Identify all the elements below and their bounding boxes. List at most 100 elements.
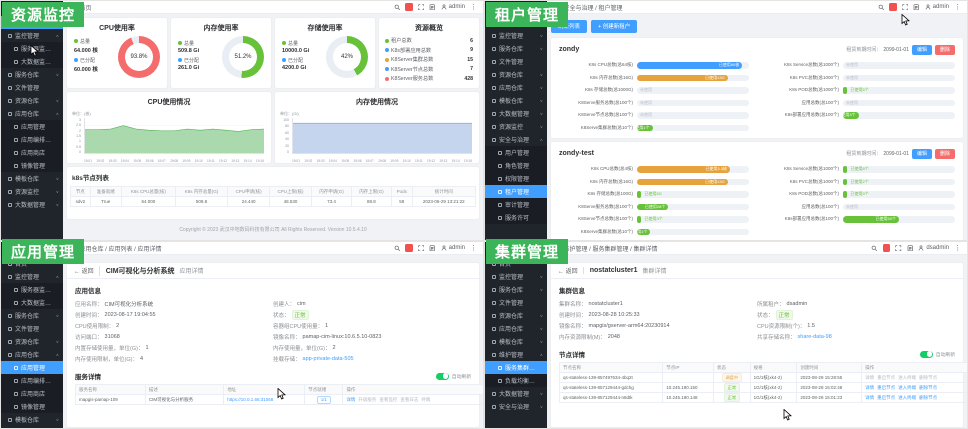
sidebar-item[interactable]: 应用仓库 ∨ [485,322,547,335]
service-url-link[interactable]: https://10.0.1.66:31068 [227,397,274,402]
user-menu[interactable]: admin [441,245,465,251]
sidebar-item[interactable]: 资源仓库 ∨ [485,68,547,81]
fullscreen-icon[interactable] [895,245,902,252]
user-menu[interactable]: admin [925,4,949,10]
table-action-link[interactable]: 详情 [346,396,356,402]
sidebar-item[interactable]: 大数据监控管理 [1,296,63,309]
sidebar-item[interactable]: 镜像管理 [1,400,63,413]
notification-badge-icon[interactable] [405,3,413,11]
edit-tenant-button[interactable]: 编辑 [911,44,932,55]
sidebar-item[interactable]: 模板仓库 ∨ [485,335,547,348]
edit-tenant-button[interactable]: 编辑 [911,148,932,159]
docs-icon[interactable] [907,245,914,252]
sidebar-item[interactable]: 审计管理 [485,198,547,211]
notification-badge-icon[interactable] [405,244,413,252]
fullscreen-icon[interactable] [901,4,909,11]
sidebar-item[interactable]: 用户管理 [485,146,547,159]
table-action-link[interactable]: 删除节点 [919,384,938,390]
more-icon[interactable] [954,3,961,11]
sidebar-item[interactable]: 大数据管理 ∨ [485,107,547,120]
sidebar-item[interactable]: 服务许可 [485,211,547,224]
table-action-link[interactable]: 查看日志 [400,396,419,402]
table-action-link[interactable]: 重启节点 [877,374,896,380]
sidebar-item[interactable]: 模板仓库 ∨ [485,94,547,107]
sidebar-item[interactable]: 应用商店 [1,387,63,400]
toolbar-button[interactable]: + 创建新租户 [591,19,638,33]
table-action-link[interactable]: 查看监控 [379,396,398,402]
sidebar-item[interactable]: 镜像管理 [1,159,63,172]
sidebar-item[interactable]: 租户管理 [485,185,547,198]
sidebar-item[interactable]: 文件管理 [1,81,63,94]
sidebar-item[interactable]: 模板仓库 ∨ [1,413,63,426]
sidebar-item[interactable]: 服务器监控管理 [1,283,63,296]
table-row[interactable]: qs-stateless-139-857497634-4bq2t 调度中 1G/… [558,372,967,383]
table-action-link[interactable]: 重启节点 [877,384,896,390]
table-row[interactable]: qs-stateless-139-857129444-gdchg 10.245.… [558,382,967,393]
search-icon[interactable] [394,245,401,252]
docs-icon[interactable] [913,4,920,11]
sidebar-item[interactable]: 应用管理 [1,120,63,133]
sidebar-item[interactable]: 大数据监控管理 [1,55,63,68]
sidebar-item[interactable]: 资源仓库 ∨ [1,335,63,348]
more-icon[interactable] [954,244,961,252]
sidebar-item[interactable]: 应用编排管理 [1,374,63,387]
sidebar-item[interactable]: 服务集群管理 [485,361,547,374]
sidebar-item[interactable]: 安全与治理 ∧ [485,133,547,146]
sidebar-item[interactable]: 服务仓库 ∨ [1,309,63,322]
more-icon[interactable] [470,3,477,11]
sidebar-item[interactable]: 应用仓库 ∧ [1,107,63,120]
sidebar-item[interactable]: 大数据管理 ∨ [485,387,547,400]
sidebar-item[interactable]: 文件管理 [485,296,547,309]
notification-badge-icon[interactable] [882,244,891,252]
search-icon[interactable] [871,245,878,252]
sidebar-item[interactable]: 模板仓库 ∨ [1,172,63,185]
search-icon[interactable] [878,4,885,11]
notification-badge-icon[interactable] [889,3,897,11]
docs-icon[interactable] [429,4,436,11]
sidebar-item[interactable]: 资源监控 ∨ [1,185,63,198]
table-action-link[interactable]: 详情 [865,384,875,390]
sidebar-item[interactable]: 角色管理 [485,159,547,172]
sidebar-item[interactable]: 监控管理 ∨ [485,29,547,42]
table-action-link[interactable]: 进入终端 [898,374,917,380]
sidebar-item[interactable]: 监控管理 ∧ [1,29,63,42]
sidebar-item[interactable]: 应用编排管理 [1,133,63,146]
sidebar-item[interactable]: 资源仓库 ∨ [485,309,547,322]
delete-tenant-button[interactable]: 删除 [934,148,955,159]
sidebar-item[interactable]: 应用仓库 ∧ [1,348,63,361]
table-row[interactable]: sdv2 True 64.000 509.8 24.440 48.530 73.4 88.8… [70,196,477,207]
sidebar-item[interactable]: 服务仓库 ∨ [1,68,63,81]
sidebar-item[interactable]: 服务仓库 ∨ [485,283,547,296]
docs-icon[interactable] [429,245,436,252]
sidebar-item[interactable]: 资源监控 ∨ [1,426,63,428]
sidebar-item[interactable]: 应用商店 [1,146,63,159]
table-action-link[interactable]: 详情 [865,394,875,400]
table-action-link[interactable]: 重启节点 [877,394,896,400]
sidebar-item[interactable]: 资源仓库 ∨ [1,94,63,107]
fullscreen-icon[interactable] [417,245,425,252]
sidebar-item[interactable]: 负载均衡管理 [485,374,547,387]
user-menu[interactable]: dsadmin [918,245,949,251]
sidebar-item[interactable]: 权限管理 [485,172,547,185]
table-action-link[interactable]: 终端 [421,396,431,402]
table-action-link[interactable]: 详情 [865,374,875,380]
table-action-link[interactable]: 删除节点 [919,394,938,400]
auto-refresh-toggle[interactable]: 自动刷新 [919,350,955,358]
more-icon[interactable] [470,244,477,252]
back-button[interactable]: 返回 [558,266,578,275]
back-button[interactable]: 返回 [74,266,94,275]
search-icon[interactable] [394,4,401,11]
sidebar-item[interactable]: 监控管理 ∨ [485,270,547,283]
sidebar-item[interactable]: 资源监控 ∨ [485,120,547,133]
table-row[interactable]: mapgis-pamap-109 CIM可视化与分析服务 https://10.… [75,394,483,405]
table-action-link[interactable]: 删除节点 [919,374,938,380]
sidebar-item[interactable]: 服务仓库 ∨ [485,42,547,55]
sidebar-item[interactable]: 应用仓库 ∨ [485,81,547,94]
user-menu[interactable]: admin [441,4,465,10]
auto-refresh-toggle[interactable]: 自动刷新 [435,372,471,380]
table-action-link[interactable]: 升级服务 [358,396,377,402]
sidebar-item[interactable]: 文件管理 [485,55,547,68]
sidebar-item[interactable]: 文件管理 [1,322,63,335]
table-action-link[interactable]: 进入终端 [898,384,917,390]
table-row[interactable]: qs-stateless-139-857129444-n8dtk 10.245.… [558,392,967,403]
